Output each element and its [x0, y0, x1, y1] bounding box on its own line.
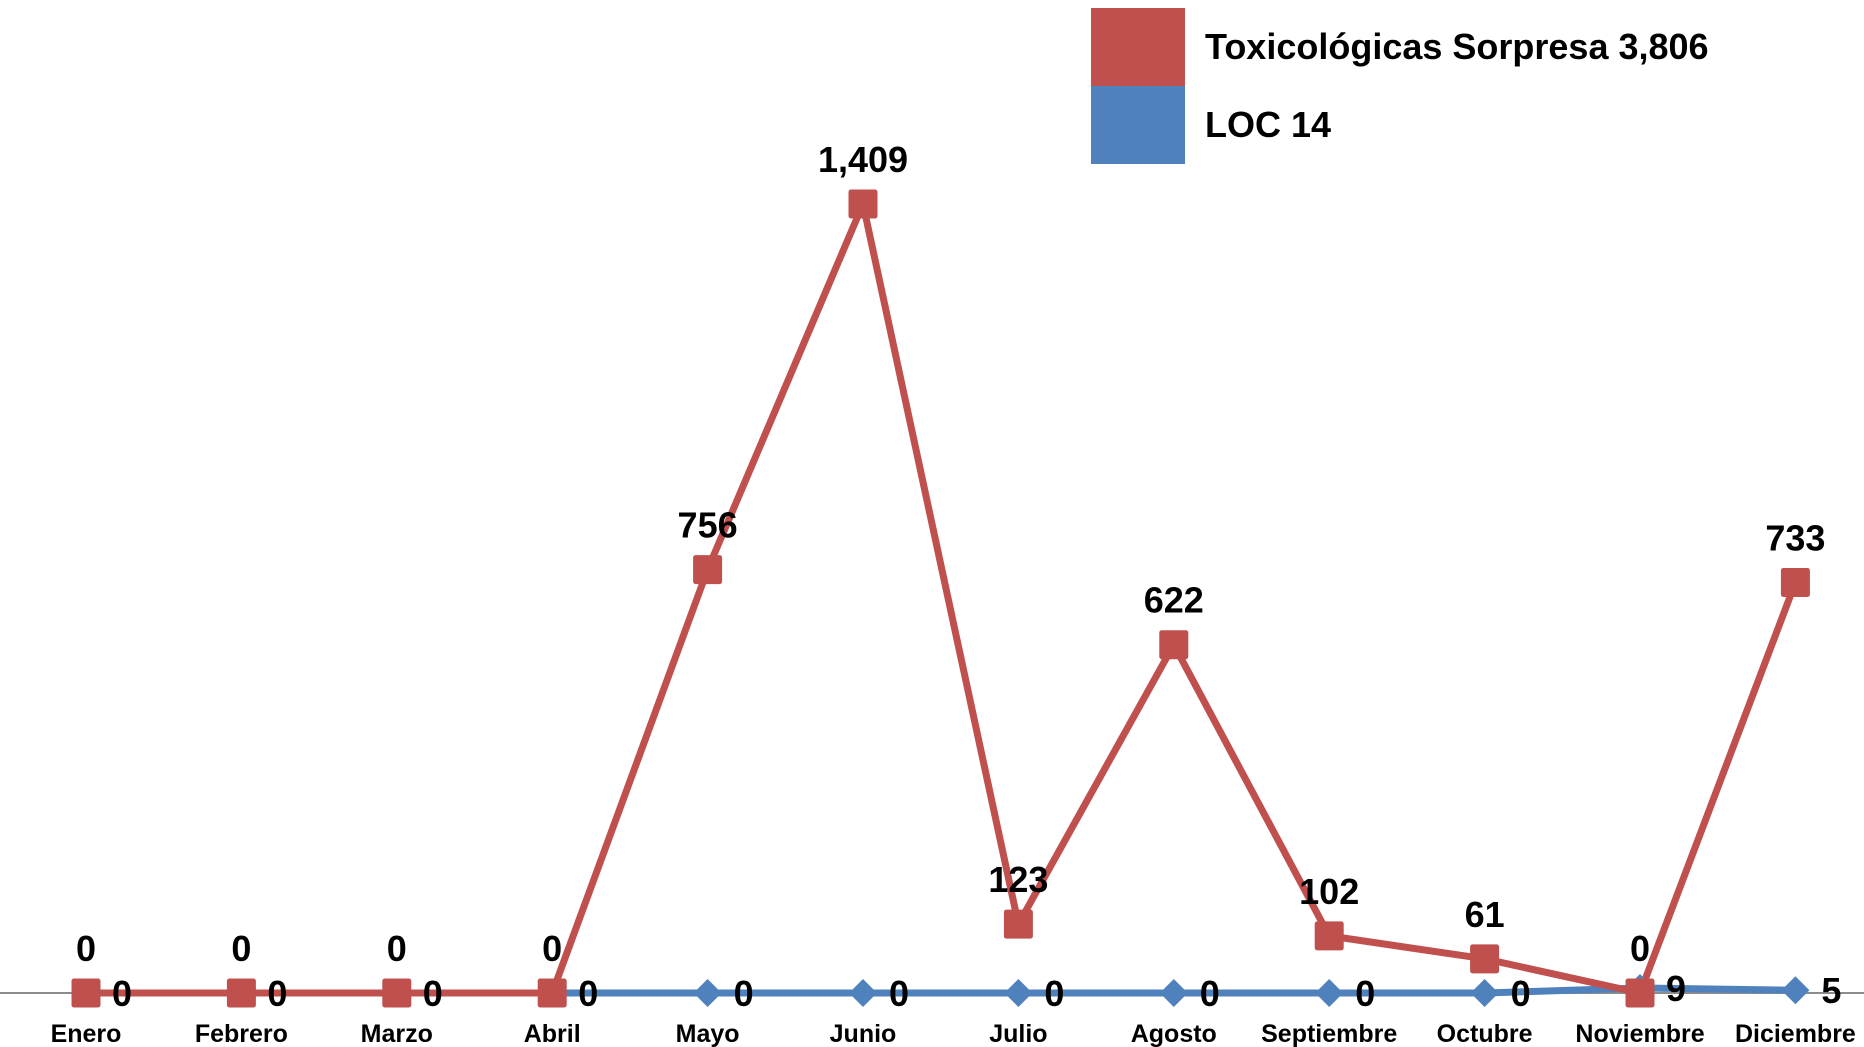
legend-swatch-1	[1091, 86, 1185, 164]
series-0-marker-7	[1159, 630, 1189, 660]
blue-data-label-2: 0	[423, 973, 443, 1014]
series-0-marker-3	[537, 978, 567, 1008]
series-markers	[71, 189, 1810, 1008]
legend: Toxicológicas Sorpresa 3,806 LOC 14	[1091, 8, 1709, 164]
blue-data-label-6: 0	[1044, 973, 1064, 1014]
month-label-10: Noviembre	[1575, 1020, 1704, 1047]
series-0-marker-9	[1470, 944, 1500, 974]
red-data-label-11: 733	[1765, 518, 1825, 559]
red-data-label-8: 102	[1299, 871, 1359, 912]
blue-data-label-11: 5	[1821, 970, 1841, 1011]
series-0-marker-1	[226, 978, 256, 1008]
blue-data-label-10: 9	[1666, 968, 1686, 1009]
red-data-label-10: 0	[1630, 928, 1650, 969]
legend-swatch-0	[1091, 8, 1185, 86]
month-label-7: Agosto	[1131, 1020, 1217, 1047]
legend-label-0: Toxicológicas Sorpresa 3,806	[1205, 26, 1709, 67]
series-0-marker-6	[1003, 909, 1033, 939]
month-label-2: Marzo	[361, 1020, 433, 1047]
month-label-3: Abril	[524, 1020, 581, 1047]
red-data-label-7: 622	[1144, 580, 1204, 621]
blue-data-label-8: 0	[1355, 973, 1375, 1014]
month-label-5: Junio	[830, 1020, 897, 1047]
series-1-marker-9	[1470, 979, 1499, 1007]
series-0-marker-0	[71, 978, 101, 1008]
red-data-label-5: 1,409	[818, 139, 908, 180]
series-line-0	[82, 200, 1799, 997]
series-0-marker-11	[1780, 568, 1810, 598]
series-0-marker-10	[1625, 978, 1655, 1008]
red-data-label-6: 123	[988, 859, 1048, 900]
series-0-marker-4	[693, 555, 723, 585]
red-data-label-4: 756	[678, 505, 738, 546]
month-labels: Enero Febrero Marzo Abril Mayo Junio Julio Agos…	[51, 1020, 1856, 1047]
red-data-label-3: 0	[542, 928, 562, 969]
blue-data-label-3: 0	[578, 973, 598, 1014]
month-label-8: Septiembre	[1261, 1020, 1397, 1047]
blue-data-label-1: 0	[267, 973, 287, 1014]
red-data-label-1: 0	[231, 928, 251, 969]
month-label-4: Mayo	[676, 1020, 740, 1047]
series-1-marker-11	[1781, 976, 1810, 1005]
blue-data-label-7: 0	[1200, 973, 1220, 1014]
series-0-marker-2	[382, 978, 412, 1008]
red-data-label-9: 61	[1465, 894, 1505, 935]
blue-data-label-0: 0	[112, 973, 132, 1014]
series-0-marker-8	[1314, 921, 1344, 951]
blue-data-label-9: 0	[1511, 973, 1531, 1014]
month-label-9: Octubre	[1437, 1020, 1533, 1047]
series-1-marker-7	[1159, 979, 1188, 1007]
red-data-label-0: 0	[76, 928, 96, 969]
blue-data-label-4: 0	[734, 973, 754, 1014]
series-1-marker-4	[693, 979, 722, 1007]
series-0-marker-5	[848, 189, 878, 219]
legend-label-1: LOC 14	[1205, 104, 1331, 145]
series-1-marker-6	[1004, 979, 1033, 1007]
month-label-0: Enero	[51, 1020, 122, 1047]
month-label-1: Febrero	[195, 1020, 288, 1047]
series-1-marker-8	[1315, 979, 1344, 1007]
month-label-6: Julio	[989, 1020, 1047, 1047]
red-data-label-2: 0	[387, 928, 407, 969]
series-1-marker-5	[849, 979, 877, 1007]
blue-data-label-5: 0	[889, 973, 909, 1014]
month-label-11: Diciembre	[1735, 1020, 1856, 1047]
series-lines	[82, 200, 1799, 997]
